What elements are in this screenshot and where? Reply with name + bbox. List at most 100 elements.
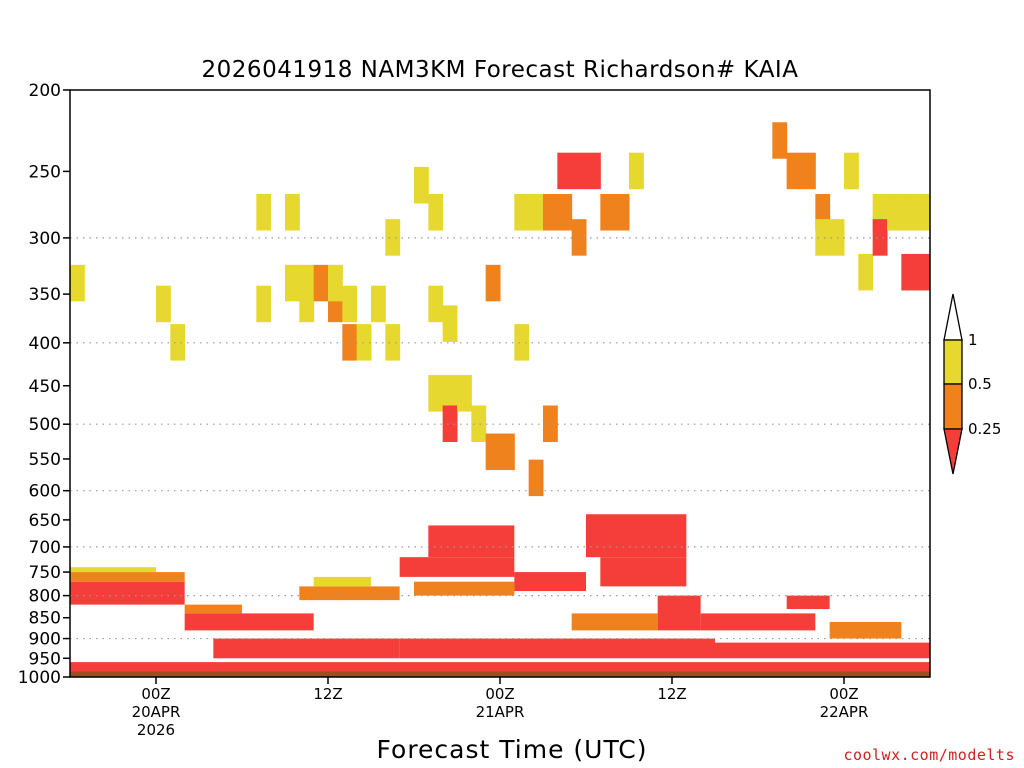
y-tick-label-200: 200 [29, 81, 61, 101]
heatmap-layer-20 [213, 638, 400, 659]
legend-swatch-below-0.25 [943, 428, 963, 475]
y-tick-label-750: 750 [29, 563, 61, 583]
heatmap-cell-22 [442, 305, 458, 342]
heatmap-layer-15 [657, 595, 701, 631]
heatmap-cell-18 [414, 166, 429, 204]
heatmap-cell-12 [342, 285, 358, 323]
heatmap-cell-54 [887, 194, 902, 231]
heatmap-layer-7 [313, 576, 371, 587]
heatmap-cell-19 [428, 194, 444, 231]
heatmap-cell-11 [328, 264, 343, 302]
legend-label-0: 1 [968, 331, 978, 349]
y-tick-label-400: 400 [29, 334, 61, 354]
heatmap-cell-46 [801, 152, 816, 190]
heatmap-cell-39 [571, 219, 587, 256]
heatmap-cell-2 [170, 324, 186, 361]
y-tick-label-850: 850 [29, 609, 61, 629]
chart-title: 2026041918 NAM3KM Forecast Richardson# K… [202, 57, 799, 83]
heatmap-cell-45 [786, 152, 802, 190]
legend-label-2: 0.25 [968, 420, 1001, 438]
heatmap-cell-0 [70, 264, 85, 302]
x-axis-label: Forecast Time (UTC) [377, 735, 648, 764]
heatmap-cell-48 [815, 219, 831, 256]
x-tick-label-4-1: 22APR [820, 703, 869, 721]
heatmap-cell-16 [385, 219, 401, 256]
heatmap-cell-6 [285, 264, 300, 302]
heatmap-cell-24 [442, 405, 458, 442]
y-tick-label-350: 350 [29, 285, 61, 305]
heatmap-cell-27 [485, 264, 501, 302]
x-tick-label-1-0: 12Z [313, 685, 342, 703]
y-tick-label-500: 500 [29, 415, 61, 435]
heatmap-cell-34 [543, 194, 558, 231]
heatmap-cell-17 [385, 324, 401, 361]
heatmap-layer-4 [184, 613, 314, 631]
heatmap-cell-37 [557, 194, 573, 231]
x-tick-label-0-1: 20APR [132, 703, 181, 721]
heatmap-cell-57 [915, 253, 931, 291]
x-tick-label-2-1: 21APR [476, 703, 525, 721]
y-tick-label-650: 650 [29, 511, 61, 531]
heatmap-cell-41 [600, 194, 616, 231]
heatmap-layer-9 [399, 557, 515, 577]
x-tick-label-4-0: 00Z [829, 685, 858, 703]
legend-swatch-above-1 [943, 293, 963, 341]
legend-swatch-0.5-1 [943, 339, 963, 385]
heatmap-cell-5 [285, 194, 300, 231]
legend-label-1: 0.5 [968, 375, 992, 393]
heatmap-cell-30 [514, 194, 530, 231]
heatmap-layer-3 [70, 567, 156, 573]
heatmap-cell-51 [858, 253, 874, 291]
heatmap-cell-56 [901, 253, 917, 291]
heatmap-cell-33 [528, 459, 544, 497]
x-tick-label-3-0: 12Z [657, 685, 686, 703]
heatmap-cell-31 [514, 324, 530, 361]
surface-block [70, 671, 930, 677]
heatmap-layer-16 [700, 613, 816, 631]
x-tick-label-0-0: 00Z [141, 685, 170, 703]
heatmap-cell-8 [299, 285, 315, 323]
y-tick-label-950: 950 [29, 649, 61, 669]
y-tick-label-1000: 1000 [18, 668, 61, 688]
heatmap-cell-14 [356, 324, 372, 361]
heatmap-cell-53 [872, 219, 888, 256]
heatmap-layer-2 [70, 572, 185, 582]
heatmap-cell-9 [313, 264, 329, 302]
heatmap-cell-50 [844, 152, 859, 190]
heatmap-layer-14 [571, 613, 658, 631]
y-tick-label-450: 450 [29, 377, 61, 397]
heatmap-layer-8 [428, 525, 515, 558]
heatmap-cell-32 [528, 194, 544, 231]
heatmap-cell-44 [772, 122, 788, 159]
y-tick-label-800: 800 [29, 587, 61, 607]
heatmap-layer-18 [829, 621, 902, 639]
heatmap-layer-13 [600, 557, 687, 587]
heatmap-cell-1 [156, 285, 171, 323]
heatmap-layer-21 [715, 642, 930, 659]
heatmap-cell-25 [457, 375, 472, 412]
heatmap-cell-23 [442, 375, 458, 412]
heatmap-cell-26 [471, 405, 487, 442]
heatmap-layer-0 [70, 662, 930, 674]
legend-swatch-0.25-0.5 [943, 383, 963, 430]
colorbar-legend: 1 0.5 0.25 [943, 293, 1001, 475]
heatmap-cell-43 [629, 152, 644, 190]
heatmap-cell-21 [428, 375, 444, 412]
heatmap-layer-5 [184, 604, 242, 614]
heatmap-cell-3 [256, 194, 272, 231]
credit-text: coolwx.com/modelts [843, 746, 1015, 764]
heatmap-cell-15 [371, 285, 386, 323]
heatmap-layer-19 [399, 638, 715, 659]
heatmap-cell-42 [614, 194, 630, 231]
heatmap-cell-38 [571, 152, 587, 190]
heatmap-cell-4 [256, 285, 272, 323]
heatmap-cells [70, 122, 931, 674]
heatmap-layer-1 [70, 581, 185, 605]
y-tick-label-250: 250 [29, 162, 61, 182]
heatmap-cell-36 [557, 152, 573, 190]
heatmap-cell-20 [428, 285, 444, 323]
heatmap-layer-12 [586, 514, 687, 558]
x-tick-label-2-0: 00Z [485, 685, 514, 703]
heatmap-layer-6 [299, 586, 400, 601]
y-tick-label-550: 550 [29, 450, 61, 470]
